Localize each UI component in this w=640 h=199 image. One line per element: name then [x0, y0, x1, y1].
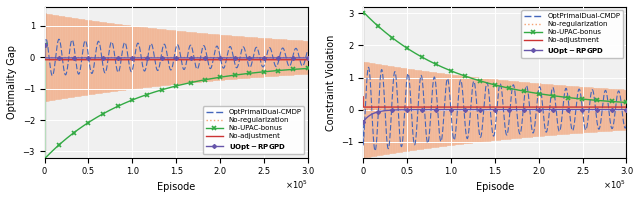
Legend: OptPrimalDual-CMDP, No-regularization, No-UPAC-bonus, No-adjustment, $\bf{UOpt-R: OptPrimalDual-CMDP, No-regularization, N…: [522, 10, 623, 58]
Text: $\times10^5$: $\times10^5$: [604, 179, 627, 191]
Y-axis label: Optimality Gap: Optimality Gap: [7, 45, 17, 119]
Y-axis label: Constraint Violation: Constraint Violation: [326, 34, 335, 131]
X-axis label: Episode: Episode: [157, 182, 195, 192]
X-axis label: Episode: Episode: [476, 182, 514, 192]
Text: $\times10^5$: $\times10^5$: [285, 179, 308, 191]
Legend: OptPrimalDual-CMDP, No-regularization, No-UPAC-bonus, No-adjustment, $\bf{UOpt-R: OptPrimalDual-CMDP, No-regularization, N…: [203, 106, 305, 154]
